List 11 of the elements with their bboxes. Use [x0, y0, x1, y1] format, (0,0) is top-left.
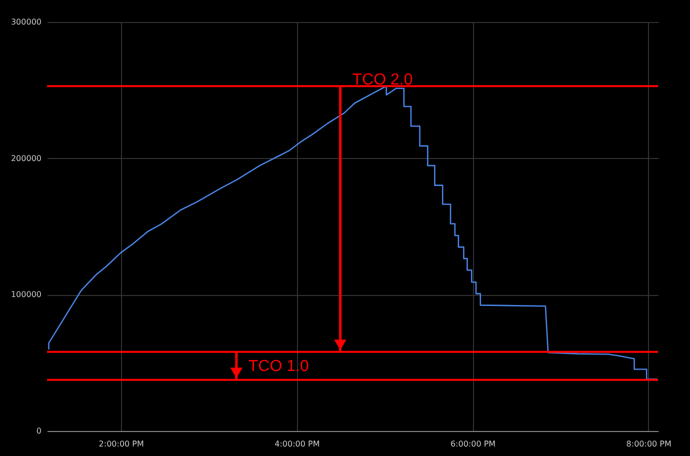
- line-series: [48, 85, 658, 380]
- x-tick-label: 8:00:00 PM: [626, 440, 672, 448]
- x-tick-label: 6:00:00 PM: [450, 440, 496, 448]
- y-tick-label: 100000: [10, 290, 42, 300]
- x-tick-label: 4:00:00 PM: [274, 440, 320, 448]
- y-tick-label: 300000: [10, 18, 42, 26]
- annotation: TCO 1.0: [248, 358, 309, 375]
- y-tick-label: 200000: [10, 154, 42, 163]
- x-tick-label: 2:00:00 PM: [98, 440, 144, 448]
- annotation: TCO 2.0: [352, 71, 413, 88]
- y-tick-label: 0: [36, 426, 42, 436]
